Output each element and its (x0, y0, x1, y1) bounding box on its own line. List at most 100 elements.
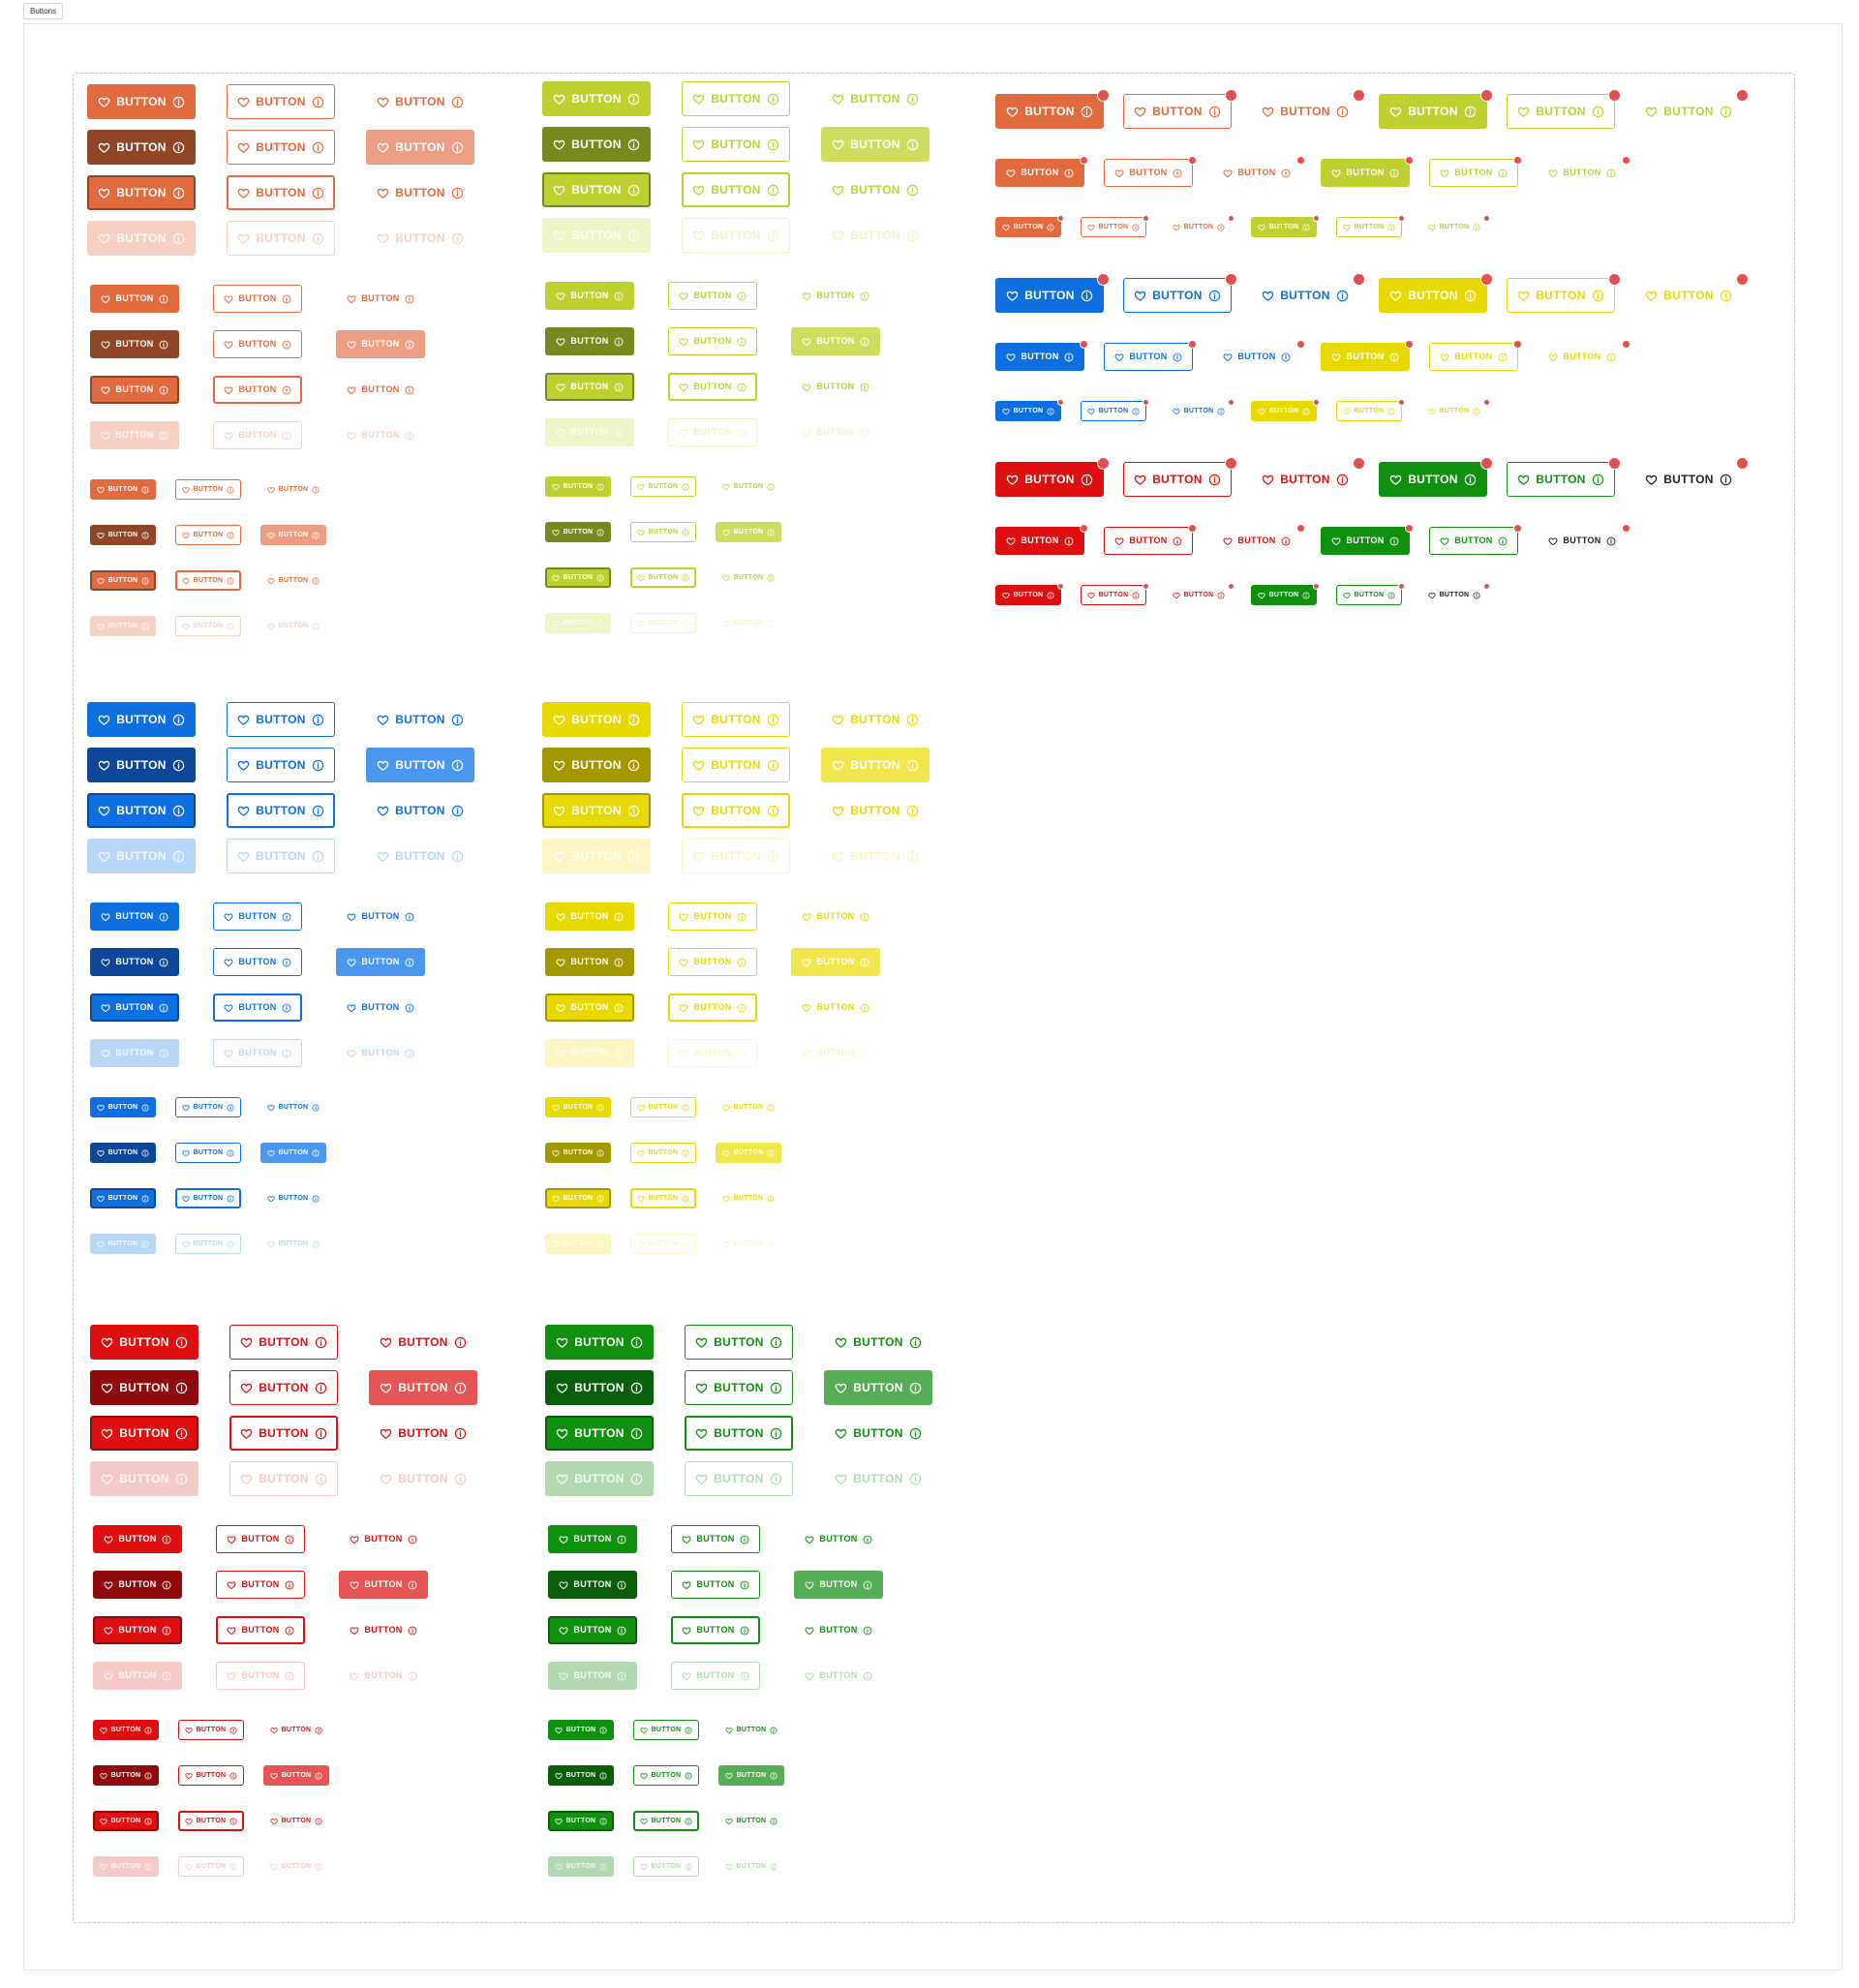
blue-filled-small-badge-button[interactable]: BUTTON (995, 401, 1061, 421)
green-text-focused-small-button[interactable]: BUTTON (718, 1811, 784, 1831)
lime-outlined-default-small-button[interactable]: BUTTON (630, 476, 696, 497)
orange-text-default-medium-button[interactable]: BUTTON (336, 285, 425, 313)
blue-outlined-focused-small-button[interactable]: BUTTON (175, 1188, 241, 1208)
yellow-outlined-focused-medium-button[interactable]: BUTTON (668, 994, 757, 1022)
blue-text-focused-medium-button[interactable]: BUTTON (336, 994, 425, 1022)
green-filled-large-badge-button[interactable]: BUTTON (1379, 462, 1487, 497)
green-text-hover-medium-button[interactable]: BUTTON (794, 1571, 883, 1599)
green-filled-hover-medium-button[interactable]: BUTTON (548, 1571, 637, 1599)
lime-text-small-badge-button[interactable]: BUTTON (1421, 217, 1487, 237)
red-text-hover-large-button[interactable]: BUTTON (369, 1370, 477, 1405)
lime-outlined-small-badge-button[interactable]: BUTTON (1336, 217, 1402, 237)
blue-filled-default-large-button[interactable]: BUTTON (87, 702, 196, 737)
blue-text-focused-small-button[interactable]: BUTTON (260, 1188, 326, 1208)
red-filled-default-small-button[interactable]: BUTTON (93, 1720, 159, 1740)
lime-outlined-medium-badge-button[interactable]: BUTTON (1429, 159, 1518, 187)
lime-outlined-large-badge-button[interactable]: BUTTON (1507, 94, 1615, 129)
red-filled-hover-large-button[interactable]: BUTTON (90, 1370, 198, 1405)
orange-outlined-default-large-button[interactable]: BUTTON (227, 84, 335, 119)
red-text-focused-medium-button[interactable]: BUTTON (339, 1616, 428, 1644)
yellow-filled-default-small-button[interactable]: BUTTON (545, 1097, 611, 1117)
yellow-outlined-hover-small-button[interactable]: BUTTON (630, 1143, 696, 1163)
lime-text-focused-large-button[interactable]: BUTTON (821, 172, 930, 207)
green-filled-default-large-button[interactable]: BUTTON (545, 1325, 654, 1360)
orange-filled-default-medium-button[interactable]: BUTTON (90, 285, 179, 313)
green-filled-default-medium-button[interactable]: BUTTON (548, 1525, 637, 1553)
lime-filled-focused-small-button[interactable]: BUTTON (545, 567, 611, 588)
orange-filled-default-small-button[interactable]: BUTTON (90, 479, 156, 500)
red-outlined-hover-small-button[interactable]: BUTTON (178, 1765, 244, 1786)
red-filled-small-badge-button[interactable]: BUTTON (995, 585, 1061, 605)
green-outlined-default-small-button[interactable]: BUTTON (633, 1720, 699, 1740)
green-filled-medium-badge-button[interactable]: BUTTON (1321, 527, 1410, 555)
lime-filled-hover-large-button[interactable]: BUTTON (542, 127, 651, 162)
red-text-hover-medium-button[interactable]: BUTTON (339, 1571, 428, 1599)
yellow-filled-large-badge-button[interactable]: BUTTON (1379, 278, 1487, 313)
green-text-focused-large-button[interactable]: BUTTON (824, 1416, 932, 1451)
green-filled-focused-large-button[interactable]: BUTTON (545, 1416, 654, 1451)
blue-outlined-focused-large-button[interactable]: BUTTON (227, 793, 335, 828)
green-outlined-default-medium-button[interactable]: BUTTON (671, 1525, 760, 1553)
orange-text-focused-small-button[interactable]: BUTTON (260, 570, 326, 591)
red-text-small-badge-button[interactable]: BUTTON (1166, 585, 1232, 605)
orange-outlined-default-medium-button[interactable]: BUTTON (213, 285, 302, 313)
red-text-large-badge-button[interactable]: BUTTON (1251, 462, 1359, 497)
yellow-text-hover-small-button[interactable]: BUTTON (716, 1143, 781, 1163)
yellow-text-focused-small-button[interactable]: BUTTON (716, 1188, 781, 1208)
lime-outlined-hover-large-button[interactable]: BUTTON (682, 127, 790, 162)
blue-filled-hover-large-button[interactable]: BUTTON (87, 748, 196, 782)
orange-text-small-badge-button[interactable]: BUTTON (1166, 217, 1232, 237)
lime-text-medium-badge-button[interactable]: BUTTON (1538, 159, 1627, 187)
green-filled-small-badge-button[interactable]: BUTTON (1251, 585, 1317, 605)
lime-filled-focused-medium-button[interactable]: BUTTON (545, 373, 634, 401)
green-outlined-hover-medium-button[interactable]: BUTTON (671, 1571, 760, 1599)
green-text-default-large-button[interactable]: BUTTON (824, 1325, 932, 1360)
red-outlined-hover-medium-button[interactable]: BUTTON (216, 1571, 305, 1599)
lime-text-focused-medium-button[interactable]: BUTTON (791, 373, 880, 401)
yellow-filled-focused-medium-button[interactable]: BUTTON (545, 994, 634, 1022)
lime-filled-default-large-button[interactable]: BUTTON (542, 81, 651, 116)
yellow-outlined-default-medium-button[interactable]: BUTTON (668, 902, 757, 931)
orange-filled-focused-medium-button[interactable]: BUTTON (90, 376, 179, 404)
blue-outlined-focused-medium-button[interactable]: BUTTON (213, 994, 302, 1022)
yellow-outlined-default-large-button[interactable]: BUTTON (682, 702, 790, 737)
blue-filled-medium-badge-button[interactable]: BUTTON (995, 343, 1084, 371)
lime-text-default-large-button[interactable]: BUTTON (821, 81, 930, 116)
orange-text-default-small-button[interactable]: BUTTON (260, 479, 326, 500)
blue-text-default-large-button[interactable]: BUTTON (366, 702, 474, 737)
lime-text-hover-medium-button[interactable]: BUTTON (791, 327, 880, 355)
red-outlined-focused-medium-button[interactable]: BUTTON (216, 1616, 305, 1644)
green-outlined-focused-medium-button[interactable]: BUTTON (671, 1616, 760, 1644)
yellow-text-hover-medium-button[interactable]: BUTTON (791, 948, 880, 976)
blue-outlined-large-badge-button[interactable]: BUTTON (1123, 278, 1232, 313)
orange-outlined-hover-large-button[interactable]: BUTTON (227, 130, 335, 165)
red-outlined-focused-large-button[interactable]: BUTTON (229, 1416, 338, 1451)
red-text-focused-large-button[interactable]: BUTTON (369, 1416, 477, 1451)
green-outlined-hover-small-button[interactable]: BUTTON (633, 1765, 699, 1786)
green-text-focused-medium-button[interactable]: BUTTON (794, 1616, 883, 1644)
orange-filled-hover-large-button[interactable]: BUTTON (87, 130, 196, 165)
lime-text-default-small-button[interactable]: BUTTON (716, 476, 781, 497)
red-filled-hover-medium-button[interactable]: BUTTON (93, 1571, 182, 1599)
yellow-text-default-small-button[interactable]: BUTTON (716, 1097, 781, 1117)
red-outlined-default-large-button[interactable]: BUTTON (229, 1325, 338, 1360)
orange-outlined-focused-small-button[interactable]: BUTTON (175, 570, 241, 591)
red-filled-hover-small-button[interactable]: BUTTON (93, 1765, 159, 1786)
yellow-text-focused-large-button[interactable]: BUTTON (821, 793, 930, 828)
orange-filled-hover-medium-button[interactable]: BUTTON (90, 330, 179, 358)
orange-text-focused-medium-button[interactable]: BUTTON (336, 376, 425, 404)
red-text-focused-small-button[interactable]: BUTTON (263, 1811, 329, 1831)
blue-text-default-medium-button[interactable]: BUTTON (336, 902, 425, 931)
yellow-filled-default-medium-button[interactable]: BUTTON (545, 902, 634, 931)
yellow-outlined-hover-large-button[interactable]: BUTTON (682, 748, 790, 782)
blue-outlined-default-small-button[interactable]: BUTTON (175, 1097, 241, 1117)
lime-text-focused-small-button[interactable]: BUTTON (716, 567, 781, 588)
orange-outlined-hover-small-button[interactable]: BUTTON (175, 525, 241, 545)
orange-outlined-large-badge-button[interactable]: BUTTON (1123, 94, 1232, 129)
orange-outlined-default-small-button[interactable]: BUTTON (175, 479, 241, 500)
yellow-outlined-focused-large-button[interactable]: BUTTON (682, 793, 790, 828)
lime-outlined-default-large-button[interactable]: BUTTON (682, 81, 790, 116)
blue-outlined-small-badge-button[interactable]: BUTTON (1081, 401, 1146, 421)
yellow-outlined-focused-small-button[interactable]: BUTTON (630, 1188, 696, 1208)
lime-filled-small-badge-button[interactable]: BUTTON (1251, 217, 1317, 237)
